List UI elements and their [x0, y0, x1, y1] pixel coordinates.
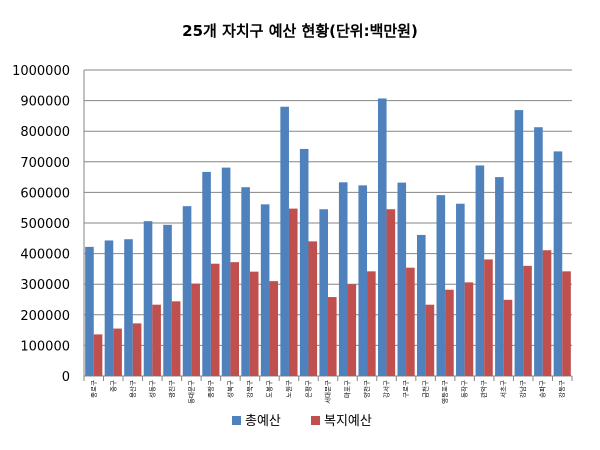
x-tick-label: 강북구 [245, 380, 254, 398]
bar-total-budget [260, 204, 270, 376]
bar-total-budget [358, 185, 368, 376]
bar-welfare-budget [386, 209, 396, 376]
bar-welfare-budget [132, 323, 142, 376]
bar-total-budget [221, 167, 231, 376]
x-tick-label: 금천구 [421, 380, 430, 398]
bar-welfare-budget [230, 262, 239, 376]
bar-welfare-budget [464, 282, 474, 376]
y-tick-label: 1000000 [12, 64, 70, 79]
bar-total-budget [475, 165, 485, 376]
bar-welfare-budget [152, 304, 161, 376]
y-tick-label: 200000 [20, 309, 70, 324]
bar-total-budget [534, 127, 543, 376]
bar-welfare-budget [445, 289, 454, 376]
x-tick-label: 양천구 [362, 380, 371, 398]
y-tick-label: 300000 [20, 278, 70, 293]
x-tick-label: 강남구 [518, 380, 527, 398]
x-tick-label: 성동구 [147, 380, 156, 398]
x-tick-label: 중구 [109, 380, 117, 392]
bar-welfare-budget [523, 265, 532, 376]
x-tick-label: 마포구 [343, 380, 352, 398]
bar-welfare-budget [171, 301, 181, 376]
bar-total-budget [299, 148, 309, 376]
bar-welfare-budget [367, 271, 376, 376]
legend-swatch-welfare [311, 416, 320, 425]
bar-total-budget [553, 151, 563, 376]
bar-total-budget [182, 206, 192, 376]
y-tick-label: 800000 [20, 125, 70, 140]
y-tick-label: 0 [62, 370, 70, 385]
bar-welfare-budget [93, 334, 103, 376]
bar-total-budget [377, 98, 387, 376]
x-tick-label: 서초구 [499, 380, 508, 398]
bar-total-budget [241, 187, 250, 376]
bar-total-budget [104, 240, 114, 376]
bar-welfare-budget [308, 241, 318, 376]
bar-total-budget [436, 195, 446, 376]
x-tick-label: 동작구 [460, 380, 469, 398]
x-tick-label: 구로구 [402, 380, 410, 398]
bar-total-budget [514, 110, 524, 376]
bar-welfare-budget [210, 263, 220, 376]
bar-total-budget [124, 239, 133, 376]
bar-total-budget [456, 203, 465, 376]
x-tick-label: 강동구 [557, 380, 566, 398]
bar-total-budget [143, 221, 153, 376]
bar-total-budget [338, 182, 348, 376]
x-tick-label: 중랑구 [207, 380, 215, 398]
bar-welfare-budget [484, 259, 493, 376]
bar-welfare-budget [347, 284, 357, 376]
x-tick-label: 동대문구 [187, 380, 195, 404]
x-tick-label: 서대문구 [323, 380, 332, 404]
bar-welfare-budget [542, 250, 552, 376]
bar-total-budget [495, 177, 504, 376]
bar-welfare-budget [269, 281, 279, 376]
bar-welfare-budget [249, 271, 259, 376]
x-tick-label: 노원구 [284, 380, 293, 398]
bar-welfare-budget [406, 267, 415, 376]
x-tick-label: 관악구 [479, 380, 488, 398]
x-tick-label: 광진구 [167, 380, 176, 398]
bar-welfare-budget [425, 304, 435, 376]
bar-total-budget [319, 209, 328, 376]
bar-total-budget [417, 234, 426, 376]
legend-swatch-total [232, 416, 241, 425]
bar-welfare-budget [562, 271, 571, 376]
x-tick-label: 용산구 [128, 380, 137, 398]
bar-total-budget [163, 224, 172, 376]
legend-label-total: 총예산 [245, 414, 281, 429]
x-tick-label: 성북구 [225, 380, 234, 398]
bar-welfare-budget [328, 297, 337, 376]
legend-label-welfare: 복지예산 [324, 414, 372, 429]
bar-total-budget [202, 171, 211, 376]
x-tick-label: 은평구 [303, 380, 312, 398]
y-tick-label: 600000 [20, 186, 70, 201]
bar-welfare-budget [113, 328, 122, 376]
x-tick-label: 도봉구 [265, 380, 273, 398]
y-tick-label: 900000 [20, 95, 70, 110]
y-tick-label: 700000 [20, 156, 70, 171]
bar-welfare-budget [191, 283, 200, 376]
bar-welfare-budget [288, 208, 298, 376]
y-tick-label: 500000 [20, 217, 70, 232]
bar-total-budget [397, 182, 407, 376]
y-tick-label: 400000 [20, 248, 70, 263]
x-tick-label: 송파구 [538, 380, 547, 398]
x-tick-label: 영등포구 [440, 380, 449, 404]
x-tick-label: 강서구 [382, 380, 391, 398]
chart-title: 25개 자치구 예산 현황(단위:백만원) [182, 22, 418, 40]
bar-total-budget [280, 106, 289, 376]
x-tick-label: 종로구 [90, 380, 98, 398]
bar-total-budget [85, 246, 94, 376]
bar-welfare-budget [503, 299, 513, 376]
y-tick-label: 100000 [20, 339, 70, 354]
